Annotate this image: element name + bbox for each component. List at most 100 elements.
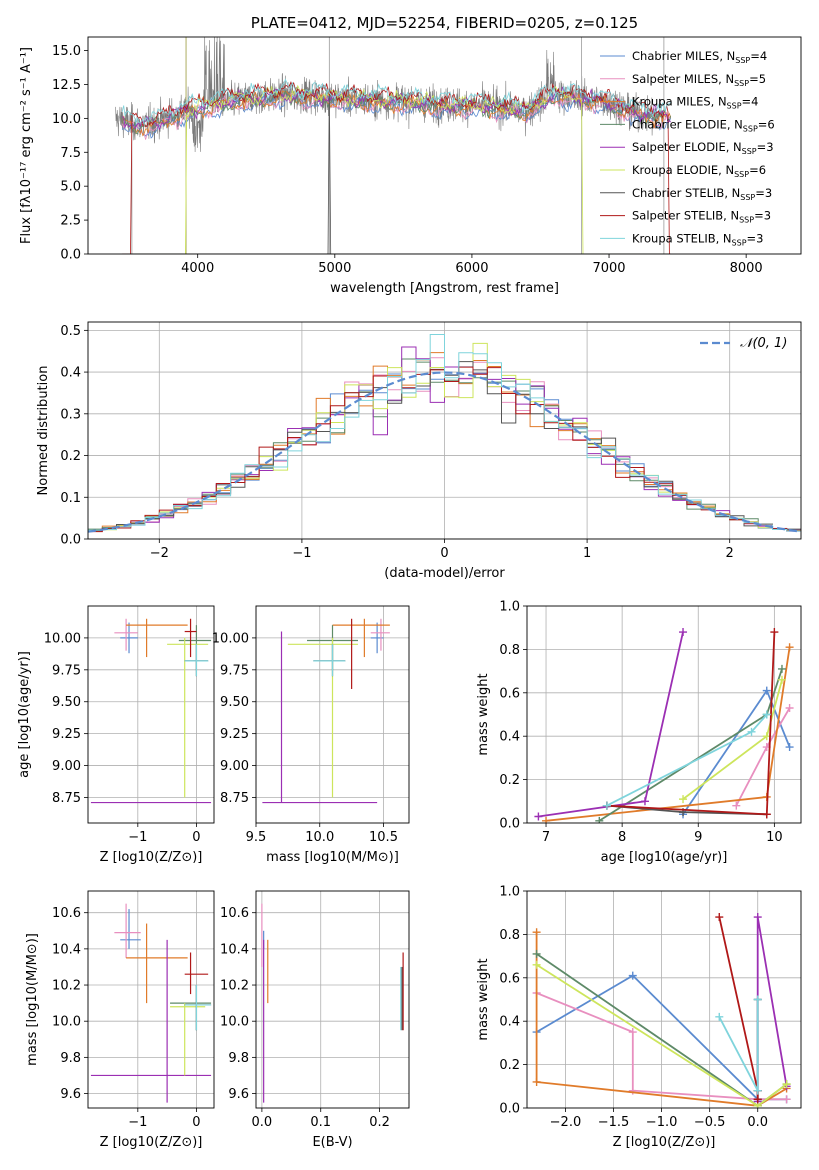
y-tick-label: 8.75 [52,791,81,806]
y-tick-label: 9.6 [228,1087,249,1102]
axes-frame [255,605,410,824]
x-tick-label: 0.0 [747,1115,768,1130]
age-vs-Z-panel: −1 0 8.75 9.00 9.25 9.50 9.75 10.00 Z [log10(Z/Z… [17,605,215,865]
legend-suffix: =4 [750,49,767,63]
x-tick-label: 9 [694,830,702,845]
legend-subscript: SSP [734,170,749,179]
weight-marker [777,675,786,684]
weight-marker [785,643,794,652]
weight-vs-Z-panel: −2.0 −1.5 −1.0 −0.5 0.0 0.0 0.2 0.4 0.6 0.8 1.0 Z [… [476,885,802,1150]
y-axis-label: mass weight [476,958,491,1040]
y-tick-label: 10.0 [220,1015,249,1030]
legend-label: Chabrier STELIB, NSSP=3 [632,186,772,202]
x-axis-label: E(B-V) [312,1135,352,1150]
weight-vs-age-panel: 7 8 9 10 0.0 0.2 0.4 0.6 0.8 1.0 age [log10(age/yr… [476,600,802,865]
weight-marker [628,1086,637,1095]
weight-marker [785,703,794,712]
weight-marker [640,797,649,806]
y-axis-label: mass [log10(M/M⊙)] [25,933,40,1066]
y-tick-label: 0.1 [60,491,81,506]
weight-marker [715,913,724,922]
y-tick-label: 5.0 [60,180,81,195]
y-tick-label: 9.50 [220,695,249,710]
y-tick-label: 10.6 [52,906,81,921]
weight-marker [628,971,637,980]
legend-suffix: =4 [742,95,759,109]
y-tick-label: 0.4 [499,730,520,745]
legend-suffix: =3 [757,140,774,154]
x-tick-label: 4000 [181,261,214,276]
weight-marker [679,628,688,637]
weight-marker [777,664,786,673]
y-tick-label: 1.0 [499,885,520,900]
axes-frame [526,890,802,1109]
legend-subscript: SSP [734,79,749,88]
legend-label: Salpeter ELODIE, NSSP=3 [632,140,774,156]
residual-histogram [88,334,801,532]
y-tick-label: 9.00 [52,759,81,774]
weight-marker [595,816,604,823]
weight-marker [532,960,541,969]
legend-suffix: =3 [747,231,764,245]
x-tick-label: 8000 [730,261,763,276]
y-tick-label: 0.3 [60,407,81,422]
legend-subscript: SSP [743,124,758,133]
legend-subscript: SSP [735,56,750,65]
x-tick-label: −2 [150,546,169,561]
y-tick-label: 9.6 [60,1087,81,1102]
x-axis-label: Z [log10(Z/Z⊙)] [100,850,203,865]
mass-vs-Z-plot-area [88,891,214,1108]
y-tick-label: 8.75 [220,791,249,806]
legend-subscript: SSP [727,102,742,111]
weight-marker [762,686,771,695]
y-tick-label: 2.5 [60,214,81,229]
y-tick-label: 10.0 [52,112,81,127]
y-tick-label: 0.6 [499,686,520,701]
x-tick-label: −1.0 [646,1115,678,1130]
x-axis-label: wavelength [Angstrom, rest frame] [330,281,559,296]
weight-marker [715,1012,724,1021]
legend-suffix: =3 [754,209,771,223]
model-curve [122,81,671,254]
y-tick-label: 10.6 [220,906,249,921]
x-axis-label: Z [log10(Z/Z⊙)] [100,1135,203,1150]
x-tick-label: −1 [128,830,147,845]
model-curve [122,86,672,131]
y-tick-label: 12.5 [52,78,81,93]
x-tick-label: 10.5 [369,830,398,845]
age-vs-Z-plot-area [88,606,214,823]
x-tick-label: 0 [440,546,448,561]
x-tick-label: 8 [618,830,626,845]
x-tick-label: 6000 [455,261,488,276]
y-tick-label: 9.25 [220,727,249,742]
weight-marker [747,727,756,736]
y-tick-label: 9.50 [52,695,81,710]
y-tick-label: 0.4 [499,1015,520,1030]
y-axis-label: mass weight [476,673,491,755]
weight-marker [782,1080,791,1089]
y-tick-label: 0.0 [499,817,520,832]
weight-marker [782,1095,791,1104]
y-tick-label: 9.25 [52,727,81,742]
weight-marker [770,628,779,637]
x-tick-label: 0.2 [369,1115,390,1130]
weight-marker [762,810,771,819]
legend-label: Kroupa STELIB, NSSP=3 [632,231,763,247]
legend-subscript: SSP [740,193,755,202]
weight-marker [542,816,551,823]
x-tick-label: 0 [192,1115,200,1130]
legend-label: Kroupa ELODIE, NSSP=6 [632,163,766,179]
x-tick-label: 7 [542,830,550,845]
y-tick-label: 0.8 [499,928,520,943]
y-tick-label: 0.2 [499,773,520,788]
x-tick-label: 10.0 [305,830,334,845]
weight-marker [532,1077,541,1086]
weight-marker [532,928,541,937]
legend-label: Chabrier ELODIE, NSSP=6 [632,117,775,133]
residuals-panel: −2 −1 0 1 2 0.0 0.1 0.2 0.3 0.4 0.5 (data-model)/er… [36,321,802,581]
axes-frame [87,36,802,255]
y-tick-label: 0.0 [60,248,81,263]
x-tick-label: −1.5 [598,1115,630,1130]
age-vs-mass-plot-area [256,606,409,823]
y-tick-label: 10.00 [212,631,249,646]
